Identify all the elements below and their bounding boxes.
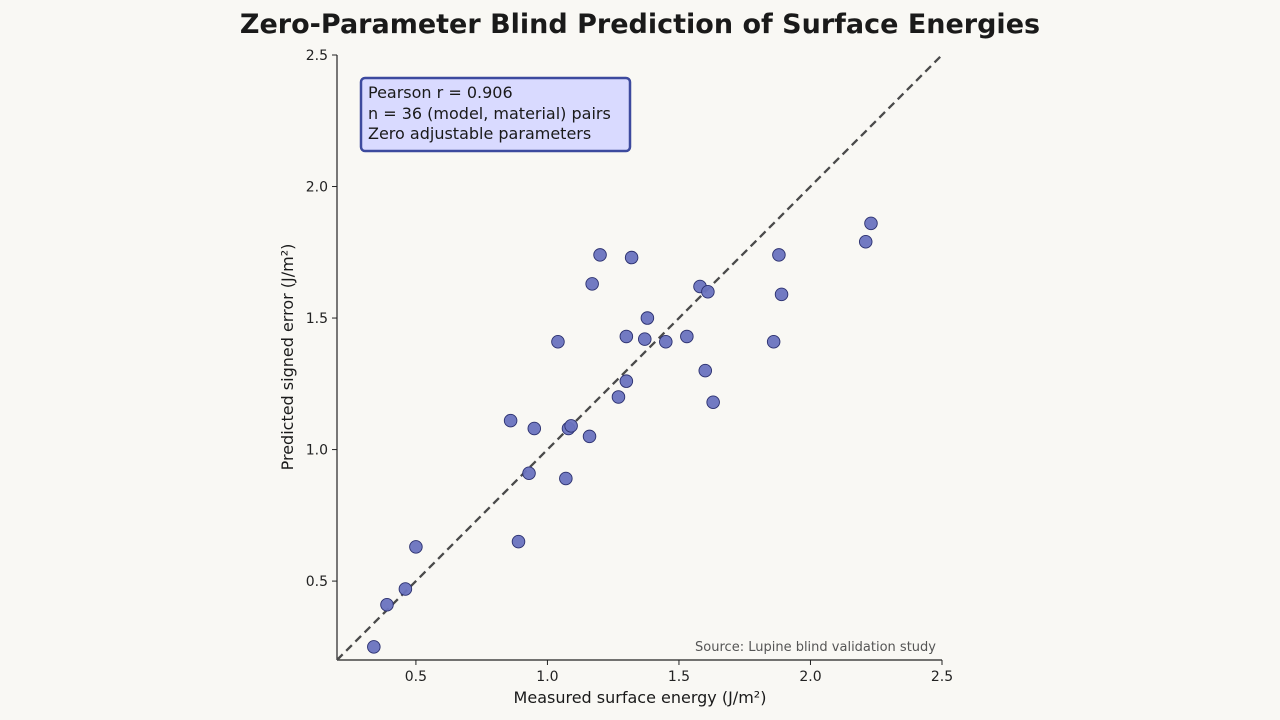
data-point [559, 471, 573, 486]
data-point [585, 277, 599, 291]
data-point [551, 334, 565, 349]
data-point [638, 332, 652, 346]
axes: 0.5 1.0 1.5 2.0 2.5 0.5 1.0 1.5 2.0 2.5 [306, 48, 953, 685]
x-axis-label: Measured surface energy (J/m²) [514, 688, 767, 707]
data-point [772, 248, 786, 262]
x-tick-label: 2.0 [799, 669, 821, 685]
data-point [698, 363, 713, 378]
stats-box-background [359, 76, 632, 153]
data-point [858, 235, 873, 249]
data-point [701, 284, 715, 299]
data-point [624, 250, 639, 265]
data-point [680, 329, 694, 344]
chart-title: Zero-Parameter Blind Prediction of Surfa… [240, 9, 1040, 40]
data-point [766, 334, 781, 349]
data-point [398, 582, 413, 596]
data-point [640, 311, 655, 325]
data-point [527, 421, 542, 436]
data-point [409, 540, 423, 554]
y-tick-label: 2.5 [306, 48, 328, 64]
x-tick-label: 2.5 [931, 669, 953, 685]
stats-line-params: Zero adjustable parameters [368, 124, 591, 143]
stats-line-pearson: Pearson r = 0.906 [368, 83, 513, 102]
data-point [582, 429, 597, 444]
data-point [774, 287, 789, 302]
y-tick-label: 1.5 [306, 311, 328, 327]
x-tick-label: 1.0 [536, 669, 558, 685]
data-point [511, 534, 526, 549]
stats-box: Pearson r = 0.906 n = 36 (model, materia… [359, 76, 632, 153]
y-tick-label: 0.5 [306, 574, 328, 590]
data-point [593, 248, 607, 262]
data-point [619, 374, 634, 388]
stats-line-count: n = 36 (model, material) pairs [368, 104, 611, 123]
data-point [659, 334, 673, 349]
data-points [367, 216, 878, 654]
data-point [367, 640, 381, 654]
data-point [503, 413, 518, 428]
data-point [611, 390, 626, 404]
data-point [864, 216, 878, 231]
source-note: Source: Lupine blind validation study [695, 640, 936, 655]
y-tick-label: 2.0 [306, 180, 328, 196]
data-point [706, 395, 720, 409]
data-point [564, 419, 578, 433]
y-tick-label: 1.0 [306, 443, 328, 459]
data-point [522, 466, 536, 480]
x-tick-label: 0.5 [405, 669, 427, 685]
data-point [619, 329, 634, 344]
y-axis-label: Predicted signed error (J/m²) [278, 244, 297, 471]
x-tick-label: 1.5 [668, 669, 690, 685]
data-point [380, 598, 394, 612]
